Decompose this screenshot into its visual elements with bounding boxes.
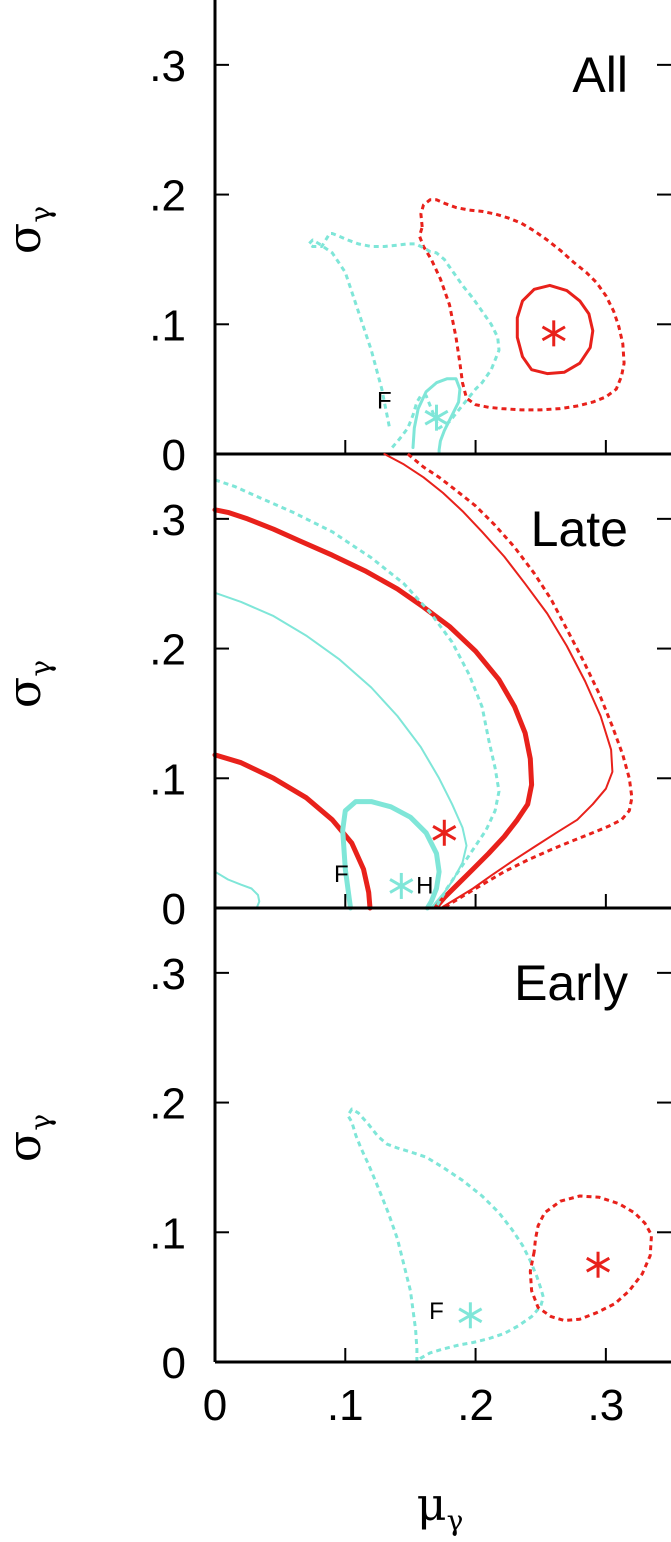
y-tick-label: .2 (149, 626, 186, 675)
y-axis-subscript: γ (24, 206, 57, 223)
y-axis-label: σγ (0, 206, 57, 254)
panel-title: All (572, 47, 628, 103)
best-fit-star-red (432, 819, 457, 846)
y-axis-symbol: σ (0, 677, 51, 708)
y-tick-label: .2 (149, 1080, 186, 1129)
contour-cyan-dotted-5 (214, 478, 501, 908)
x-tick-label: 0 (203, 1381, 227, 1430)
best-fit-star-cyan (389, 872, 414, 899)
y-axis-symbol: σ (0, 1131, 51, 1162)
y-tick-label: .1 (149, 301, 186, 350)
panel-late: F H 0 .1 .2 .3 Late σγ (0, 452, 671, 934)
best-fit-star-red (541, 320, 566, 347)
y-tick-label: .3 (149, 950, 186, 999)
annotation-label: H (416, 873, 433, 900)
contour-red-solid-2 (383, 453, 614, 908)
y-axis-label: σγ (0, 1114, 57, 1162)
y-tick-label: .3 (149, 496, 186, 545)
contour-cyan-dotted-3 (307, 232, 501, 449)
x-tick-label: .1 (327, 1381, 364, 1430)
contour-cyan-dotted-1 (346, 1107, 545, 1364)
contour-cyan-solid-7 (340, 799, 442, 911)
contour-red-solid-4 (212, 752, 373, 911)
y-tick-label: .2 (149, 172, 186, 221)
contour-red-dotted-2 (528, 1194, 653, 1322)
y-axis-subscript: γ (24, 660, 57, 677)
y-tick-label: 0 (162, 1339, 186, 1388)
best-fit-star-cyan (424, 404, 449, 431)
annotation-label: F (334, 861, 349, 888)
y-axis-subscript: γ (24, 1114, 57, 1131)
x-axis-symbol: μ (417, 1477, 447, 1531)
panel-all: F 0 .1 .2 .3 All σγ (0, 0, 671, 480)
y-tick-label: 0 (162, 885, 186, 934)
contour-red-dotted-1 (418, 198, 626, 412)
x-tick-label: .2 (457, 1381, 494, 1430)
x-tick-label: .3 (588, 1381, 625, 1430)
x-axis-subscript: γ (447, 1504, 464, 1537)
annotation-label: F (377, 387, 392, 414)
best-fit-star-red (586, 1251, 611, 1278)
y-tick-label: 0 (162, 431, 186, 480)
contour-cyan-solid-8 (214, 870, 261, 909)
y-axis-label: σγ (0, 660, 57, 708)
contour-cyan-solid-4 (411, 377, 462, 456)
y-axis-symbol: σ (0, 223, 51, 254)
contour-cyan-solid-6 (214, 591, 468, 909)
panel-title: Late (531, 501, 628, 557)
contour-red-solid-3 (212, 507, 535, 910)
y-tick-label: .1 (149, 1209, 186, 1258)
x-axis-label: μγ (417, 1477, 464, 1537)
panel-title: Early (514, 955, 628, 1011)
best-fit-star-cyan (458, 1302, 483, 1329)
y-tick-label: .3 (149, 42, 186, 91)
contour-red-dotted-1 (406, 452, 634, 908)
annotation-label: F (429, 1298, 444, 1325)
contour-red-solid-2 (515, 283, 595, 376)
y-tick-label: .1 (149, 755, 186, 804)
